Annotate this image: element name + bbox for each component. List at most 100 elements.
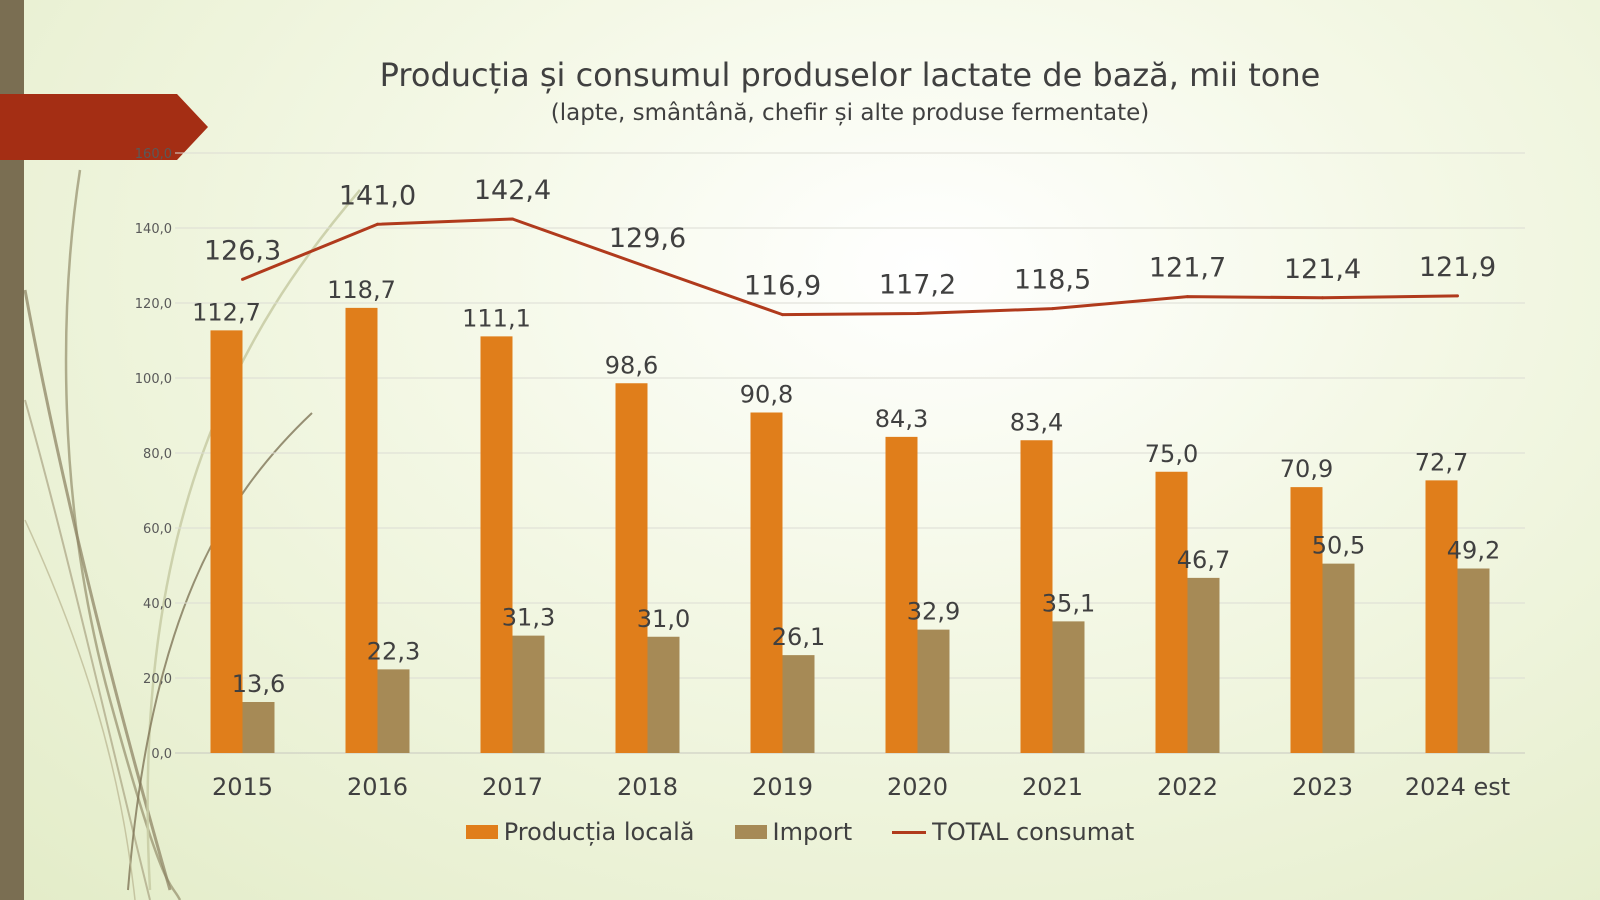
- total-point: [1051, 307, 1054, 311]
- title-arrow: [0, 94, 208, 160]
- y-tick-label: 100,0: [135, 372, 172, 387]
- legend-swatch-total: [892, 830, 927, 834]
- y-tick-label: 0,0: [151, 747, 172, 762]
- decorative-curve: [23, 289, 172, 891]
- bar-import: [647, 636, 680, 753]
- data-label-import: 31,0: [637, 605, 690, 633]
- bar-local: [1290, 487, 1323, 753]
- x-axis-ticks: 2015 2016 2017 2018 2019 2020 2021 2022 2023 2024…: [212, 773, 1510, 801]
- data-label-import: 13,6: [232, 670, 285, 698]
- data-label-local: 72,7: [1415, 448, 1468, 476]
- bar-import: [1187, 577, 1220, 753]
- data-label-import: 32,9: [907, 598, 960, 626]
- chart-title: Producția și consumul produselor lactate…: [379, 56, 1321, 94]
- x-tick-label: 2019: [752, 773, 813, 801]
- bar-import: [242, 702, 275, 753]
- total-consumption-line: [241, 217, 1458, 317]
- y-tick-label: 40,0: [143, 597, 172, 612]
- x-tick-label: 2021: [1022, 773, 1083, 801]
- data-label-total: 121,7: [1149, 253, 1226, 284]
- bar-local: [1425, 480, 1458, 753]
- decorative-curve: [127, 412, 313, 891]
- x-tick-label: 2020: [887, 773, 948, 801]
- legend-item-local: Producția locală: [465, 818, 695, 846]
- total-point: [241, 277, 244, 281]
- bar-local: [1020, 440, 1053, 753]
- legend-item-total: TOTAL consumat: [892, 818, 1134, 846]
- bar-import: [1322, 563, 1355, 753]
- data-label-local: 111,1: [462, 304, 531, 332]
- data-label-import: 22,3: [367, 637, 420, 665]
- total-point: [1456, 294, 1459, 298]
- x-tick-label: 2017: [482, 773, 543, 801]
- bar-import: [1457, 568, 1490, 753]
- total-point: [376, 222, 379, 226]
- bar-local: [1155, 471, 1188, 753]
- data-label-import: 46,7: [1177, 546, 1230, 574]
- chart-legend: Producția locală Import TOTAL consumat: [0, 818, 1600, 846]
- data-label-local: 84,3: [875, 405, 928, 433]
- legend-label-import: Import: [772, 818, 853, 846]
- x-tick-label: 2018: [617, 773, 678, 801]
- x-tick-label: 2016: [347, 773, 408, 801]
- data-label-import: 26,1: [772, 623, 825, 651]
- data-label-import: 49,2: [1447, 537, 1500, 565]
- decorative-curve: [24, 519, 136, 900]
- x-tick-label: 2015: [212, 773, 273, 801]
- legend-item-import: Import: [734, 818, 853, 846]
- legend-swatch-import: [734, 825, 767, 839]
- data-label-import: 31,3: [502, 604, 555, 632]
- bar-import: [782, 655, 815, 753]
- x-tick-label: 2022: [1157, 773, 1218, 801]
- x-tick-label: 2024 est: [1405, 773, 1510, 801]
- data-label-import: 50,5: [1312, 532, 1365, 560]
- data-label-local: 118,7: [327, 276, 396, 304]
- total-point: [781, 313, 784, 317]
- data-label-total: 116,9: [744, 271, 821, 302]
- total-point: [1321, 296, 1324, 300]
- bar-local: [345, 307, 378, 753]
- bar-local: [480, 336, 513, 753]
- bar-import: [512, 635, 545, 753]
- y-tick-label: 160,0: [135, 147, 172, 162]
- data-label-local: 70,9: [1280, 455, 1333, 483]
- y-tick-label: 80,0: [143, 447, 172, 462]
- y-tick-label: 120,0: [135, 297, 172, 312]
- x-tick-label: 2023: [1292, 773, 1353, 801]
- data-label-local: 112,7: [192, 298, 261, 326]
- data-label-total: 126,3: [204, 235, 281, 266]
- data-label-local: 98,6: [605, 351, 658, 379]
- y-tick-label: 140,0: [135, 222, 172, 237]
- bar-import: [377, 669, 410, 753]
- data-label-total: 117,2: [879, 270, 956, 301]
- legend-label-total: TOTAL consumat: [932, 818, 1135, 846]
- bar-local: [885, 436, 918, 753]
- data-label-total: 129,6: [609, 223, 686, 254]
- data-label-local: 83,4: [1010, 408, 1063, 436]
- data-label-total: 118,5: [1014, 265, 1091, 296]
- chart-subtitle: (lapte, smântână, chefir și alte produse…: [550, 100, 1150, 126]
- legend-label-local: Producția locală: [503, 818, 695, 846]
- data-label-import: 35,1: [1042, 589, 1095, 617]
- total-point: [1186, 295, 1189, 299]
- data-label-local: 75,0: [1145, 440, 1198, 468]
- y-axis-ticks: 0,0 20,0 40,0 60,0 80,0 100,0 120,0 140,0 160,0: [135, 147, 172, 762]
- total-point: [916, 312, 919, 315]
- y-tick-label: 20,0: [143, 672, 172, 687]
- bar-local: [615, 383, 648, 753]
- total-point: [511, 217, 514, 221]
- bar-local: [750, 412, 783, 753]
- data-label-total: 141,0: [339, 180, 416, 211]
- y-tick-label: 60,0: [143, 522, 172, 537]
- data-label-local: 90,8: [740, 381, 793, 409]
- data-label-total: 121,9: [1419, 252, 1496, 283]
- bar-import: [1052, 621, 1085, 753]
- line-layer: [241, 217, 1459, 317]
- legend-swatch-local: [465, 825, 498, 839]
- total-point: [646, 265, 649, 269]
- data-label-total: 121,4: [1284, 254, 1361, 285]
- data-label-total: 142,4: [474, 175, 551, 206]
- bar-import: [917, 629, 950, 753]
